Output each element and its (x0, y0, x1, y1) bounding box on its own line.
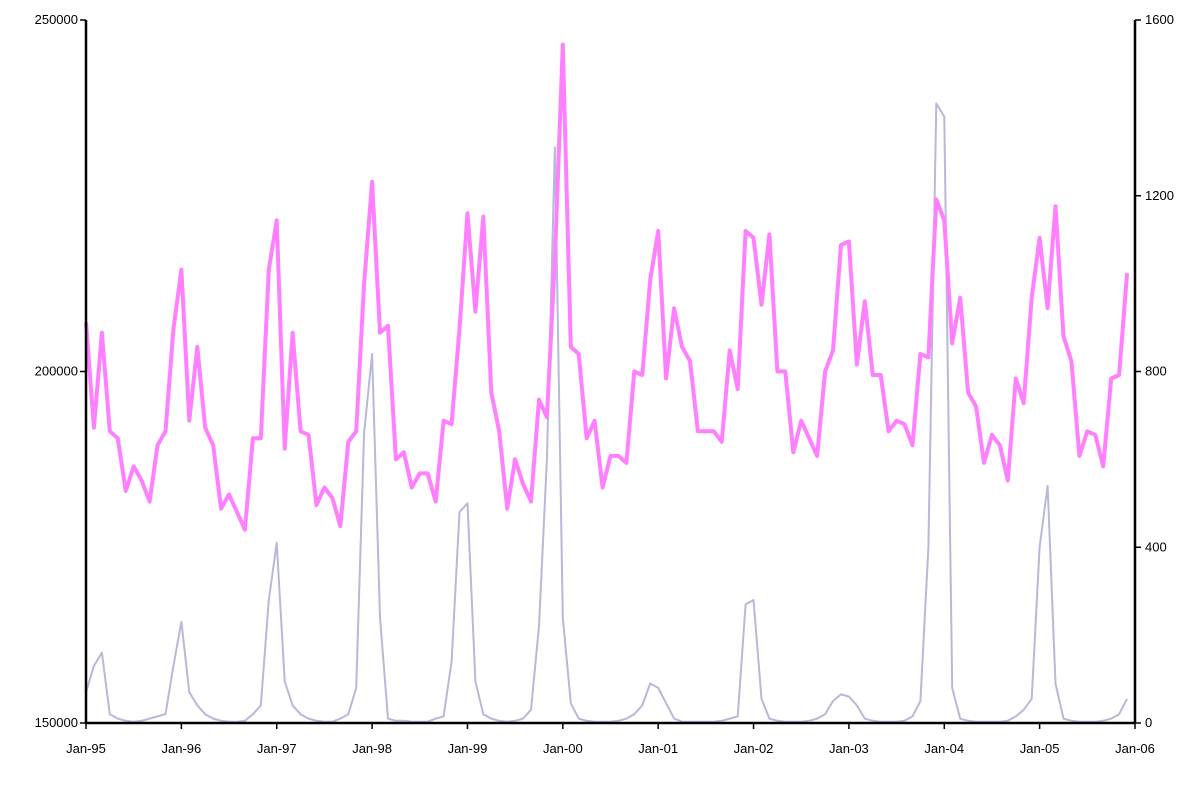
x-tick-label: Jan-99 (448, 741, 488, 756)
x-tick-label: Jan-06 (1115, 741, 1155, 756)
series-layer (84, 42, 1130, 723)
left-y-tick-label: 200000 (35, 364, 78, 379)
x-tick-label: Jan-00 (543, 741, 583, 756)
left-y-tick-label: 150000 (35, 715, 78, 730)
right-y-tick-label: 400 (1145, 539, 1167, 554)
axes-layer (84, 20, 1137, 725)
right-y-tick-label: 0 (1145, 715, 1152, 730)
series-line-right-axis (85, 102, 1128, 723)
right-y-tick-label: 1200 (1145, 188, 1174, 203)
x-tick-label: Jan-97 (257, 741, 297, 756)
left-y-tick-label: 250000 (35, 12, 78, 27)
x-tick-label: Jan-02 (734, 741, 774, 756)
ticks-layer: 150000 200000 250000 0 400 800 1200 1600 Jan-95 J… (35, 12, 1174, 756)
x-tick-label: Jan-03 (829, 741, 869, 756)
x-tick-label: Jan-01 (638, 741, 678, 756)
right-y-tick-label: 800 (1145, 364, 1167, 379)
right-y-tick-label: 1600 (1145, 12, 1174, 27)
x-tick-label: Jan-95 (66, 741, 106, 756)
x-tick-label: Jan-98 (352, 741, 392, 756)
x-tick-label: Jan-04 (924, 741, 964, 756)
series-line-left-axis (84, 42, 1130, 532)
x-tick-label: Jan-05 (1020, 741, 1060, 756)
x-tick-label: Jan-96 (161, 741, 201, 756)
